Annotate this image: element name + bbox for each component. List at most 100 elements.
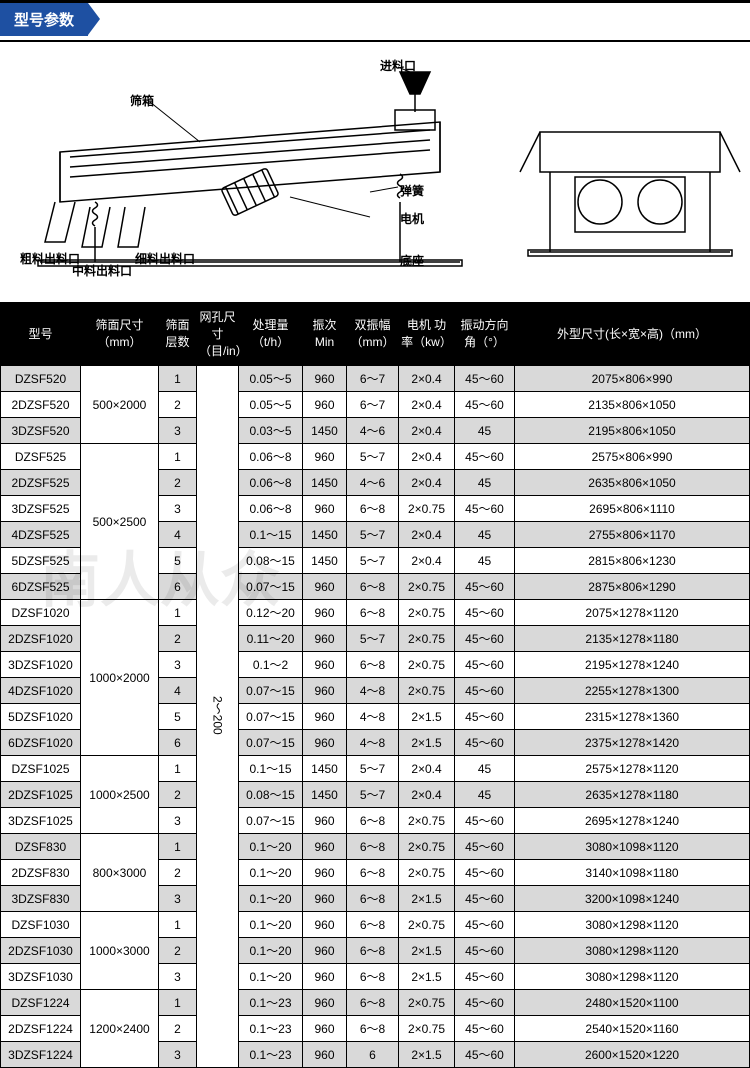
cell-cap: 0.1～2 bbox=[239, 652, 303, 678]
cell-model: 5DZSF1020 bbox=[1, 704, 81, 730]
cell-cap: 0.1～20 bbox=[239, 964, 303, 990]
th-layers: 筛面层数 bbox=[159, 303, 197, 366]
cell-model: 2DZSF525 bbox=[1, 470, 81, 496]
cell-freq: 1450 bbox=[303, 522, 347, 548]
cell-layers: 2 bbox=[159, 860, 197, 886]
cell-amp: 6～8 bbox=[347, 574, 399, 600]
cell-model: 2DZSF830 bbox=[1, 860, 81, 886]
cell-amp: 6～8 bbox=[347, 990, 399, 1016]
cell-size: 500×2500 bbox=[81, 444, 159, 600]
cell-ang: 45～60 bbox=[455, 444, 515, 470]
cell-layers: 1 bbox=[159, 756, 197, 782]
cell-cap: 0.05～5 bbox=[239, 366, 303, 392]
table-row: DZSF525500×250010.06～89605～72×0.445～6025… bbox=[1, 444, 750, 470]
cell-amp: 6～8 bbox=[347, 1016, 399, 1042]
cell-dim: 2075×806×990 bbox=[515, 366, 750, 392]
cell-cap: 0.1～23 bbox=[239, 1016, 303, 1042]
th-model: 型号 bbox=[1, 303, 81, 366]
cell-layers: 6 bbox=[159, 574, 197, 600]
cell-model: DZSF520 bbox=[1, 366, 81, 392]
cell-pow: 2×0.75 bbox=[399, 860, 455, 886]
cell-cap: 0.06～8 bbox=[239, 496, 303, 522]
cell-amp: 5～7 bbox=[347, 756, 399, 782]
cell-amp: 6～8 bbox=[347, 938, 399, 964]
cell-ang: 45～60 bbox=[455, 574, 515, 600]
cell-dim: 2695×1278×1240 bbox=[515, 808, 750, 834]
cell-freq: 1450 bbox=[303, 470, 347, 496]
cell-size: 1200×2400 bbox=[81, 990, 159, 1068]
cell-cap: 0.05～5 bbox=[239, 392, 303, 418]
cell-model: DZSF1224 bbox=[1, 990, 81, 1016]
cell-dim: 2375×1278×1420 bbox=[515, 730, 750, 756]
cell-size: 1000×3000 bbox=[81, 912, 159, 990]
cell-amp: 5～7 bbox=[347, 444, 399, 470]
cell-pow: 2×0.75 bbox=[399, 678, 455, 704]
cell-ang: 45～60 bbox=[455, 392, 515, 418]
cell-freq: 960 bbox=[303, 600, 347, 626]
cell-layers: 1 bbox=[159, 912, 197, 938]
th-mesh: 网孔尺寸（目/in） bbox=[197, 303, 239, 366]
cell-ang: 45 bbox=[455, 548, 515, 574]
cell-freq: 960 bbox=[303, 730, 347, 756]
cell-freq: 960 bbox=[303, 366, 347, 392]
cell-ang: 45 bbox=[455, 470, 515, 496]
cell-model: 3DZSF830 bbox=[1, 886, 81, 912]
cell-cap: 0.1～20 bbox=[239, 912, 303, 938]
cell-freq: 1450 bbox=[303, 548, 347, 574]
th-capacity: 处理量（t/h） bbox=[239, 303, 303, 366]
cell-dim: 2875×806×1290 bbox=[515, 574, 750, 600]
th-angle: 振动方向角（°） bbox=[455, 303, 515, 366]
cell-cap: 0.07～15 bbox=[239, 678, 303, 704]
diagram: 进料口 筛箱 弹簧 电机 底座 粗料出料口 中料出料口 细料出料口 bbox=[0, 52, 750, 282]
header-title: 型号参数 bbox=[0, 3, 88, 36]
cell-layers: 5 bbox=[159, 548, 197, 574]
cell-model: 2DZSF1030 bbox=[1, 938, 81, 964]
cell-amp: 5～7 bbox=[347, 522, 399, 548]
cell-pow: 2×1.5 bbox=[399, 1042, 455, 1068]
cell-layers: 3 bbox=[159, 652, 197, 678]
cell-model: DZSF1030 bbox=[1, 912, 81, 938]
cell-model: 3DZSF1030 bbox=[1, 964, 81, 990]
cell-pow: 2×0.75 bbox=[399, 626, 455, 652]
cell-freq: 960 bbox=[303, 496, 347, 522]
cell-dim: 2575×1278×1120 bbox=[515, 756, 750, 782]
label-motor: 电机 bbox=[400, 210, 424, 227]
cell-ang: 45～60 bbox=[455, 366, 515, 392]
cell-dim: 2195×1278×1240 bbox=[515, 652, 750, 678]
cell-amp: 5～7 bbox=[347, 626, 399, 652]
label-fine: 细料出料口 bbox=[135, 250, 195, 267]
cell-freq: 960 bbox=[303, 990, 347, 1016]
label-coarse: 粗料出料口 bbox=[20, 250, 80, 267]
cell-pow: 2×0.75 bbox=[399, 652, 455, 678]
cell-dim: 2540×1520×1160 bbox=[515, 1016, 750, 1042]
table-row: DZSF830800×300010.1～209606～82×0.7545～603… bbox=[1, 834, 750, 860]
cell-freq: 960 bbox=[303, 808, 347, 834]
cell-pow: 2×1.5 bbox=[399, 704, 455, 730]
cell-amp: 6～8 bbox=[347, 912, 399, 938]
cell-amp: 4～6 bbox=[347, 418, 399, 444]
diagram-svg bbox=[0, 52, 750, 282]
cell-cap: 0.08～15 bbox=[239, 782, 303, 808]
cell-pow: 2×0.75 bbox=[399, 808, 455, 834]
table-row: DZSF10201000×200010.12～209606～82×0.7545～… bbox=[1, 600, 750, 626]
cell-layers: 2 bbox=[159, 392, 197, 418]
header: 型号参数 bbox=[0, 0, 750, 42]
cell-amp: 6～8 bbox=[347, 496, 399, 522]
cell-mesh: 2～200 bbox=[197, 366, 239, 1068]
cell-pow: 2×0.4 bbox=[399, 444, 455, 470]
cell-cap: 0.07～15 bbox=[239, 808, 303, 834]
cell-freq: 1450 bbox=[303, 756, 347, 782]
cell-ang: 45～60 bbox=[455, 678, 515, 704]
cell-pow: 2×0.75 bbox=[399, 912, 455, 938]
cell-ang: 45～60 bbox=[455, 938, 515, 964]
cell-freq: 960 bbox=[303, 1016, 347, 1042]
cell-freq: 960 bbox=[303, 626, 347, 652]
cell-freq: 960 bbox=[303, 886, 347, 912]
cell-layers: 1 bbox=[159, 990, 197, 1016]
cell-cap: 0.1～23 bbox=[239, 990, 303, 1016]
cell-ang: 45～60 bbox=[455, 730, 515, 756]
cell-pow: 2×0.4 bbox=[399, 470, 455, 496]
cell-layers: 2 bbox=[159, 938, 197, 964]
cell-cap: 0.08～15 bbox=[239, 548, 303, 574]
cell-size: 1000×2000 bbox=[81, 600, 159, 756]
